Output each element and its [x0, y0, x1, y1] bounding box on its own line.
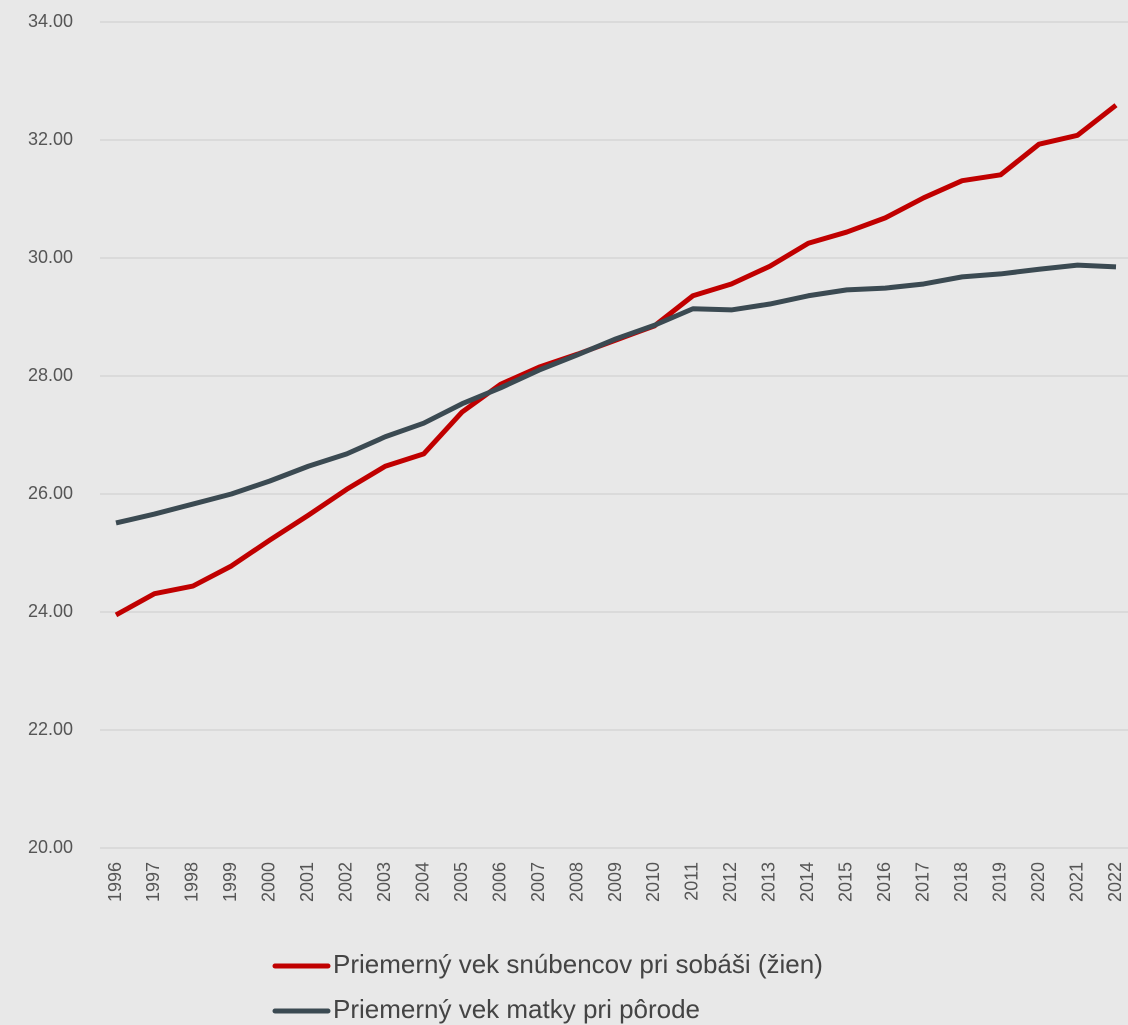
- x-tick-label: 2007: [528, 862, 548, 902]
- x-tick-label: 2001: [297, 862, 317, 902]
- x-tick-label: 2000: [259, 862, 279, 902]
- x-tick-label: 1996: [105, 862, 125, 902]
- x-tick-label: 1997: [143, 862, 163, 902]
- x-tick-label: 2012: [720, 862, 740, 902]
- x-tick-label: 2020: [1028, 862, 1048, 902]
- y-tick-label: 26.00: [28, 483, 73, 503]
- y-tick-label: 30.00: [28, 247, 73, 267]
- x-tick-label: 2013: [759, 862, 779, 902]
- x-tick-label: 2022: [1105, 862, 1125, 902]
- x-tick-label: 2015: [836, 862, 856, 902]
- series-line: [114, 103, 1118, 618]
- x-tick-label: 1998: [182, 862, 202, 902]
- x-tick-label: 2017: [912, 862, 932, 902]
- y-tick-label: 24.00: [28, 601, 73, 621]
- x-tick-label: 2005: [451, 862, 471, 902]
- x-tick-label: 2006: [489, 862, 509, 902]
- x-tick-label: 2019: [989, 862, 1009, 902]
- y-tick-label: 28.00: [28, 365, 73, 385]
- y-tick-label: 32.00: [28, 129, 73, 149]
- x-tick-label: 2011: [682, 862, 702, 901]
- legend-label: Priemerný vek snúbencov pri sobáši (žien…: [333, 949, 823, 979]
- y-tick-label: 22.00: [28, 719, 73, 739]
- x-tick-label: 2008: [566, 862, 586, 902]
- x-tick-label: 2018: [951, 862, 971, 902]
- series-line: [115, 262, 1117, 526]
- y-tick-label: 34.00: [28, 11, 73, 31]
- x-tick-label: 2016: [874, 862, 894, 902]
- x-tick-label: 2010: [643, 862, 663, 902]
- x-tick-label: 1999: [220, 862, 240, 902]
- x-tick-label: 2021: [1066, 862, 1086, 902]
- y-tick-label: 20.00: [28, 837, 73, 857]
- x-tick-label: 2009: [605, 862, 625, 902]
- x-tick-label: 2004: [412, 862, 432, 902]
- x-tick-label: 2002: [336, 862, 356, 902]
- x-tick-label: 2003: [374, 862, 394, 902]
- x-tick-label: 2014: [797, 862, 817, 902]
- legend-label: Priemerný vek matky pri pôrode: [333, 994, 700, 1024]
